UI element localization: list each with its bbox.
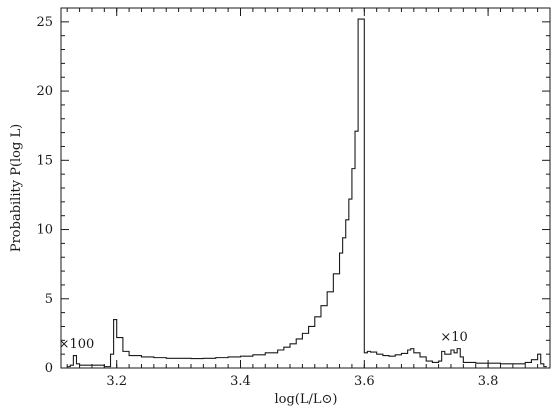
y-tick-label: 5 <box>45 292 53 307</box>
annotation-scale-factor: ×10 <box>440 330 467 345</box>
x-axis-label: log(L/L⊙) <box>275 392 338 407</box>
x-tick-label: 3.6 <box>354 374 375 389</box>
series-line-probability <box>67 18 547 368</box>
x-tick-label: 3.2 <box>106 374 127 389</box>
annotation-scale-factor: ×100 <box>59 337 95 352</box>
x-tick-label: 3.8 <box>478 374 499 389</box>
plot-border <box>60 7 551 369</box>
annotations-layer: ×100 ×10 <box>59 330 468 352</box>
y-axis-label: Probability P(log L) <box>9 124 24 252</box>
y-axis-ticks: 0 5 10 15 20 25 <box>36 7 550 376</box>
y-tick-label: 15 <box>36 153 53 168</box>
y-tick-label: 0 <box>45 361 53 376</box>
x-tick-label: 3.4 <box>230 374 251 389</box>
plot-frame <box>60 7 551 369</box>
x-axis-ticks: 3.2 3.4 3.6 3.8 <box>66 8 539 389</box>
y-tick-label: 25 <box>36 15 53 30</box>
y-tick-label: 10 <box>36 223 53 238</box>
series-layer <box>67 18 547 368</box>
y-tick-label: 20 <box>36 84 53 99</box>
